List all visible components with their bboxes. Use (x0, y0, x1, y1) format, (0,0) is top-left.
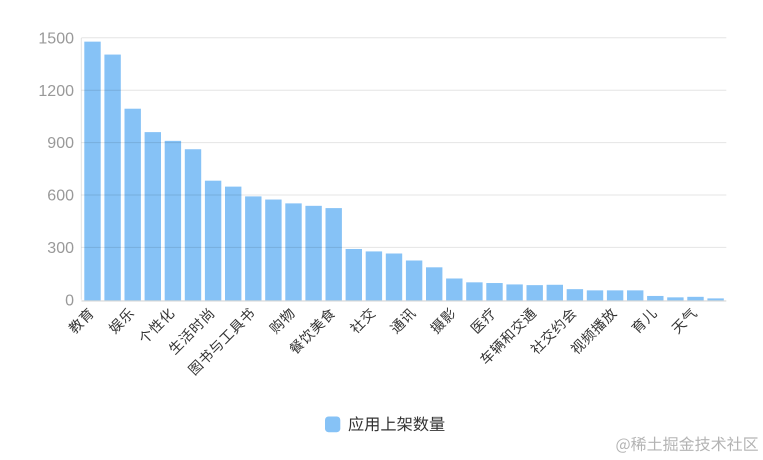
svg-text:300: 300 (47, 240, 74, 257)
svg-text:900: 900 (47, 135, 74, 152)
svg-text:1500: 1500 (38, 30, 74, 47)
svg-text:0: 0 (65, 292, 74, 309)
svg-text:1200: 1200 (38, 83, 74, 100)
svg-text:600: 600 (47, 188, 74, 205)
